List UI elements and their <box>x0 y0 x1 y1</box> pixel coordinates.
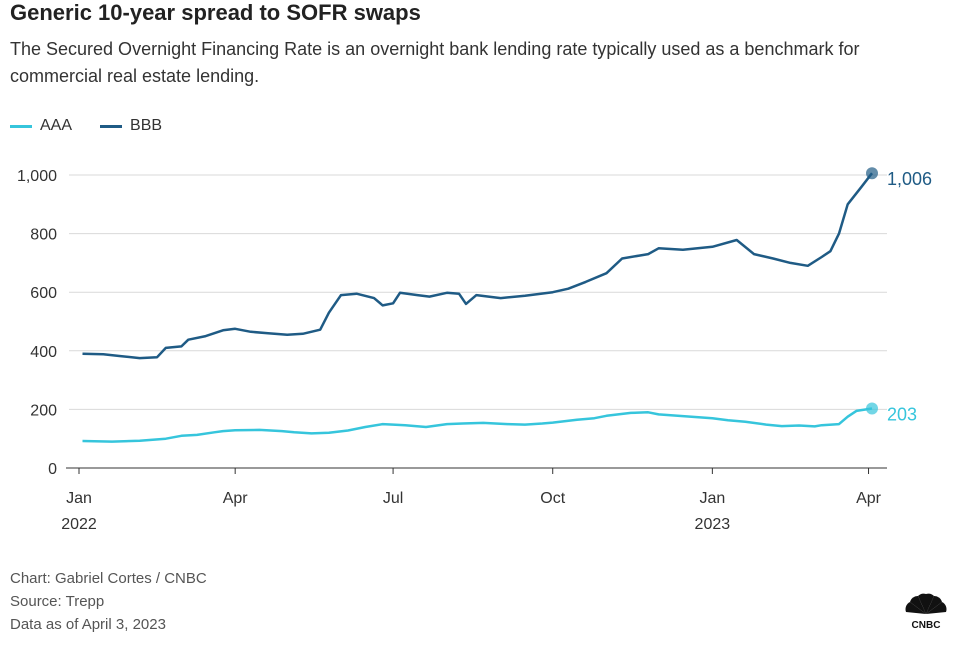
chart-subtitle: The Secured Overnight Financing Rate is … <box>10 39 860 86</box>
x-tick-label: Jan <box>699 490 725 507</box>
end-label-aaa: 203 <box>887 405 917 425</box>
data-date-note: Data as of April 3, 2023 <box>10 616 166 633</box>
end-label-bbb: 1,006 <box>887 169 932 189</box>
chart-source: Source: Trepp <box>10 593 105 610</box>
chart-credit: Chart: Gabriel Cortes / CNBC <box>10 570 207 587</box>
y-tick-label: 0 <box>48 461 57 478</box>
chart-title: Generic 10-year spread to SOFR swaps <box>10 0 421 25</box>
legend-label-bbb: BBB <box>130 117 163 134</box>
legend-swatch-bbb <box>100 124 123 128</box>
logo-text: CNBC <box>912 620 941 631</box>
x-tick-label: Oct <box>540 490 565 507</box>
x-tick-label: Jul <box>383 490 403 507</box>
x-tick-sublabel: 2023 <box>695 516 731 533</box>
y-tick-label: 200 <box>30 402 57 419</box>
x-tick-label: Jan <box>66 490 92 507</box>
line-chart: 0 200 400 600 800 1,000 Jan 2022 Apr Jul Oct Jan 202… <box>17 167 932 533</box>
y-tick-label: 800 <box>30 227 57 244</box>
end-point-aaa <box>866 402 878 415</box>
legend-swatch-aaa <box>10 124 32 128</box>
legend-label-aaa: AAA <box>40 117 73 134</box>
legend: AAA BBB <box>10 117 162 135</box>
legend-item-aaa: AAA <box>10 117 72 135</box>
y-tick-label: 600 <box>30 285 57 302</box>
end-point-bbb <box>866 167 878 180</box>
x-tick-label: Apr <box>856 490 882 507</box>
series-line-bbb <box>82 172 873 360</box>
peacock-icon: CNBC <box>905 593 947 631</box>
series-line-aaa <box>82 407 873 443</box>
y-tick-label: 400 <box>30 344 57 361</box>
legend-item-bbb: BBB <box>100 117 162 135</box>
chart-footer: Chart: Gabriel Cortes / CNBC Source: Tre… <box>10 567 207 636</box>
y-tick-label: 1,000 <box>17 168 57 185</box>
cnbc-logo: CNBC <box>900 592 952 632</box>
x-tick-label: Apr <box>223 490 249 507</box>
x-tick-sublabel: 2022 <box>61 516 97 533</box>
